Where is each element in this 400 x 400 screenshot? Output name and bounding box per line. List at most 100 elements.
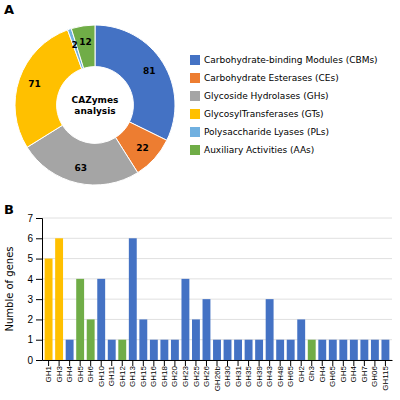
x-tick-mark [80,360,81,366]
y-tick: 7 [27,213,42,224]
y-tick-label: 3 [27,294,33,305]
x-tick-label: GH10 [97,365,106,386]
x-tick-mark [90,360,91,366]
center-text-line: CAZymes [72,95,119,105]
x-tick-mark [322,360,323,366]
y-tick-label: 4 [27,274,33,285]
x-tick-label: GH30 [223,365,232,386]
x-tick-mark [153,360,154,366]
y-tick-label: 2 [27,314,33,325]
x-tick-mark [248,360,249,366]
x-tick-label: GH5 [339,365,348,382]
x-tick: GH25 [192,360,201,387]
bar [276,340,284,360]
x-tick: GH30 [223,360,232,387]
y-tick: 1 [27,334,42,345]
x-tick-mark [353,360,354,366]
grid-line [42,299,392,300]
x-tick-mark [195,360,196,366]
x-tick-label: GH26 [202,365,211,386]
bar [371,340,379,360]
y-tick-label: 0 [27,355,33,366]
legend-swatch [190,91,200,101]
bar [55,238,63,360]
bar [234,340,242,360]
bar [287,340,295,360]
panel-label: A [4,2,14,17]
x-tick-mark [59,360,60,366]
legend-label: Polysaccharide Lyases (PLs) [204,127,329,137]
data-label: 71 [28,79,41,89]
x-tick: GH39 [255,360,264,387]
x-tick-mark [364,360,365,366]
x-tick: GH35 [244,360,253,387]
bar [97,279,105,360]
x-tick-label: GH18 [160,365,169,386]
x-tick-mark [227,360,228,366]
x-tick-label: GH2 [297,365,306,382]
x-tick-label: GH4 [349,365,358,382]
y-tick-label: 6 [27,233,33,244]
x-tick-label: GH65 [328,365,337,386]
x-tick-label: GH1 [44,365,53,382]
legend-label: Glycoside Hydrolases (GHs) [204,91,329,101]
x-tick-mark [217,360,218,366]
y-tick-mark [36,279,42,280]
data-label: 22 [136,143,149,153]
x-tick-label: GH4 [65,365,74,382]
x-tick-label: GH43 [265,365,274,386]
y-axis-line [36,219,43,361]
x-tick-label: GH5 [76,365,85,382]
bar [45,259,53,360]
bar [76,279,84,360]
bar [181,279,189,360]
x-tick: GH7 [360,360,369,382]
x-tick-mark [259,360,260,366]
panel: A81226371212CAZymesanalysisCarbohydrate-… [4,2,378,185]
x-tick-mark [385,360,386,366]
x-tick-label: Gh3 [307,365,316,381]
x-tick-mark [143,360,144,366]
x-tick-mark [122,360,123,366]
y-tick: 5 [27,253,42,264]
legend-item: Glycoside Hydrolases (GHs) [190,91,329,101]
x-tick-label: GH48 [276,365,285,386]
x-tick: GH43 [265,360,274,387]
x-tick: GH65 [328,360,337,387]
x-tick: GH13 [128,360,137,387]
x-tick: GH2 [297,360,306,382]
y-axis: 0 1 2 3 4 5 6 7 [27,213,42,366]
x-tick: GH20 [170,360,179,387]
y-tick-mark [36,259,42,260]
bar [381,340,389,360]
panel: BGH1GH3GH4GH5GH6GH10GH11GH12GH13GH15GH16… [4,202,393,391]
y-tick-label: 7 [27,213,33,224]
grid-line [42,238,392,239]
x-tick: GH10 [97,360,106,387]
x-tick: GH6 [86,360,95,382]
bar [213,340,221,360]
y-tick-mark [36,238,42,239]
data-label: 81 [143,66,156,76]
x-tick-mark [311,360,312,366]
x-tick-mark [269,360,270,366]
legend-label: Carbohydrate Esterases (CEs) [204,73,339,83]
grid-line [42,258,392,259]
y-tick-label: 1 [27,334,33,345]
x-tick: GH23 [181,360,190,387]
grid-line [42,218,392,219]
bar [203,299,211,360]
x-tick-mark [238,360,239,366]
x-tick: GH15 [139,360,148,387]
x-tick: GH3 [55,360,64,382]
legend-item: Carbohydrate-binding Modules (CBMs) [190,55,378,65]
x-tick: GH26b [213,360,222,391]
legend-item: Polysaccharide Lyases (PLs) [190,127,329,137]
x-tick-mark [343,360,344,366]
data-label: 12 [79,37,92,47]
x-tick-label: GH35 [244,365,253,386]
slice [95,25,175,140]
x-tick-label: GH7 [360,365,369,382]
x-tick-label: GH31 [234,365,243,386]
legend-item: Carbohydrate Esterases (CEs) [190,73,339,83]
